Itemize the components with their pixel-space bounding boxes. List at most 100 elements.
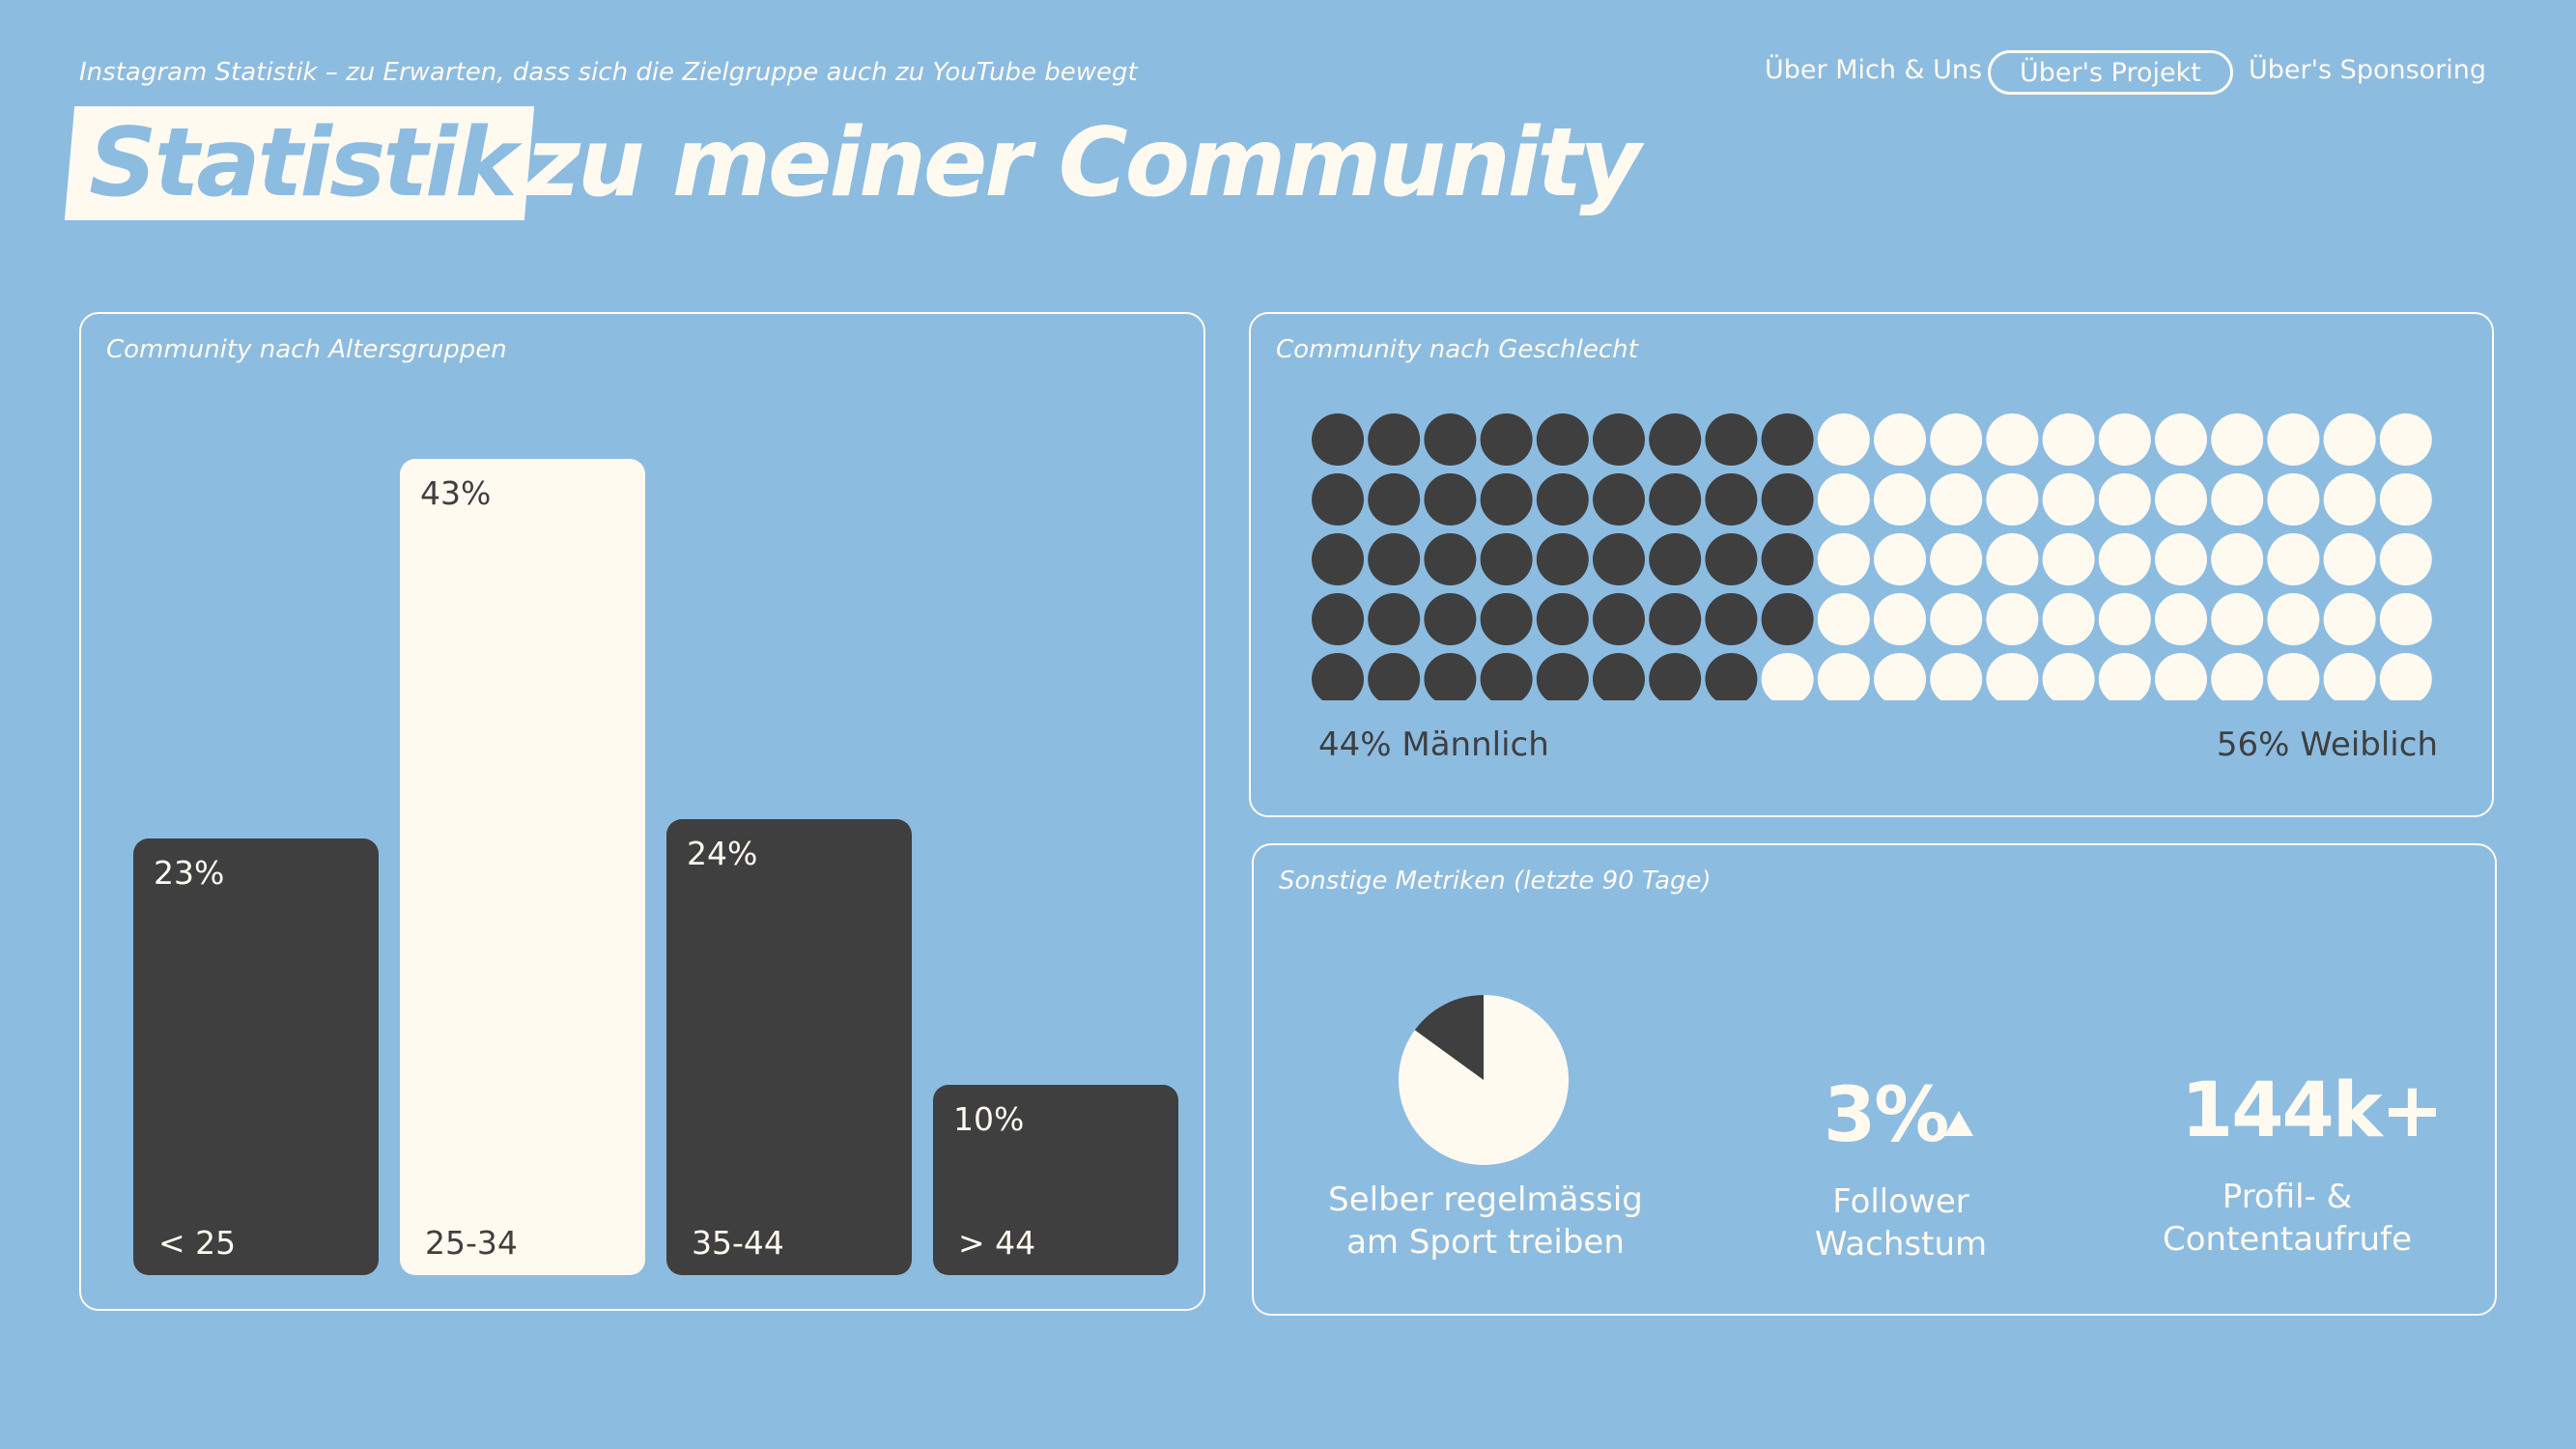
female-dot xyxy=(1817,593,1870,645)
male-dot xyxy=(1368,413,1421,466)
pie-label-line1: Selber regelmässig xyxy=(1328,1180,1643,1219)
female-dot xyxy=(1874,593,1926,645)
male-dot xyxy=(1312,533,1364,585)
female-dot xyxy=(2155,653,2207,700)
male-dot xyxy=(1649,653,1702,700)
female-dot xyxy=(2379,533,2432,585)
female-dot xyxy=(2379,413,2432,466)
sport-pie-chart xyxy=(1399,995,1569,1165)
female-dot xyxy=(1986,533,2039,585)
female-dot xyxy=(2098,413,2151,466)
age-bar: 24% 35-44 xyxy=(666,819,912,1275)
female-dot xyxy=(2098,593,2151,645)
female-dot xyxy=(2323,413,2376,466)
male-dot xyxy=(1368,473,1421,526)
female-dot xyxy=(2267,413,2320,466)
views-value: 144k+ xyxy=(2181,1067,2444,1154)
growth-label: Follower Wachstum xyxy=(1775,1180,2026,1265)
male-dot xyxy=(1593,413,1645,466)
male-dot xyxy=(1705,653,1758,700)
views-label: Profil- & Contentaufrufe xyxy=(2142,1176,2432,1261)
female-label: 56% Weiblich xyxy=(2216,725,2438,764)
male-dot xyxy=(1536,473,1589,526)
female-dot xyxy=(1930,533,1983,585)
male-dot xyxy=(1705,593,1758,645)
female-dot xyxy=(2323,653,2376,700)
male-dot xyxy=(1368,533,1421,585)
female-dot xyxy=(2042,413,2095,466)
female-dot xyxy=(2267,533,2320,585)
male-dot xyxy=(1480,533,1533,585)
female-dot xyxy=(2211,473,2264,526)
female-dot xyxy=(1986,473,2039,526)
male-dot xyxy=(1761,593,1814,645)
female-dot xyxy=(2211,533,2264,585)
gender-chart-title: Community nach Geschlecht xyxy=(1276,335,1638,364)
male-dot xyxy=(1705,413,1758,466)
male-dot xyxy=(1649,533,1702,585)
female-dot xyxy=(1930,413,1983,466)
title-text: zu meiner Community xyxy=(525,108,1641,218)
growth-value: 3% xyxy=(1824,1072,1949,1159)
pie-label: Selber regelmässig am Sport treiben xyxy=(1312,1179,1659,1264)
age-bar-value: 43% xyxy=(420,474,492,512)
male-dot xyxy=(1705,473,1758,526)
female-dot xyxy=(1930,473,1983,526)
male-dot xyxy=(1424,413,1477,466)
male-dot xyxy=(1536,413,1589,466)
male-dot xyxy=(1424,473,1477,526)
female-dot xyxy=(1761,653,1814,700)
female-dot xyxy=(1874,653,1926,700)
female-dot xyxy=(2155,413,2207,466)
title-highlight-text: Statistik xyxy=(89,108,518,218)
female-dot xyxy=(2211,413,2264,466)
views-label-line2: Contentaufrufe xyxy=(2163,1220,2412,1259)
nav-item-ueber-mich[interactable]: Über Mich & Uns xyxy=(1765,55,1983,85)
female-dot xyxy=(1817,653,1870,700)
male-dot xyxy=(1536,593,1589,645)
female-dot xyxy=(1986,413,2039,466)
male-dot xyxy=(1649,473,1702,526)
female-dot xyxy=(1874,533,1926,585)
nav-item-ueber-projekt[interactable]: Über's Projekt xyxy=(1988,50,2233,95)
female-dot xyxy=(1817,533,1870,585)
female-dot xyxy=(2098,533,2151,585)
female-dot xyxy=(2267,653,2320,700)
age-bar-value: 10% xyxy=(953,1100,1025,1138)
female-dot xyxy=(2042,473,2095,526)
female-dot xyxy=(1874,473,1926,526)
female-dot xyxy=(2323,533,2376,585)
male-label: 44% Männlich xyxy=(1318,725,1549,764)
female-dot xyxy=(2042,593,2095,645)
female-dot xyxy=(2267,593,2320,645)
male-dot xyxy=(1312,413,1364,466)
male-dot xyxy=(1593,653,1645,700)
female-dot xyxy=(2211,653,2264,700)
growth-label-line1: Follower xyxy=(1832,1182,1969,1221)
female-dot xyxy=(2042,533,2095,585)
male-dot xyxy=(1536,533,1589,585)
views-label-line1: Profil- & xyxy=(2222,1178,2353,1216)
male-dot xyxy=(1424,653,1477,700)
top-nav: Über Mich & Uns Über's Projekt Über's Sp… xyxy=(1739,50,2492,95)
female-dot xyxy=(2042,653,2095,700)
age-bar-value: 23% xyxy=(154,854,225,892)
age-chart-title: Community nach Altersgruppen xyxy=(106,335,507,364)
age-bar-category: 35-44 xyxy=(692,1224,784,1262)
male-dot xyxy=(1593,593,1645,645)
male-dot xyxy=(1649,413,1702,466)
female-dot xyxy=(2155,473,2207,526)
nav-item-ueber-sponsoring[interactable]: Über's Sponsoring xyxy=(2249,55,2487,85)
male-dot xyxy=(1312,653,1364,700)
female-dot xyxy=(2155,533,2207,585)
age-bar: 23% < 25 xyxy=(133,838,379,1275)
pie-slice-no xyxy=(1414,995,1484,1080)
gender-chart-panel: Community nach Geschlecht 44% Männlich 5… xyxy=(1249,312,2494,817)
male-dot xyxy=(1705,533,1758,585)
gender-waffle-chart xyxy=(1312,413,2432,700)
female-dot xyxy=(1930,653,1983,700)
male-dot xyxy=(1424,593,1477,645)
male-dot xyxy=(1312,473,1364,526)
male-dot xyxy=(1368,653,1421,700)
female-dot xyxy=(2323,593,2376,645)
